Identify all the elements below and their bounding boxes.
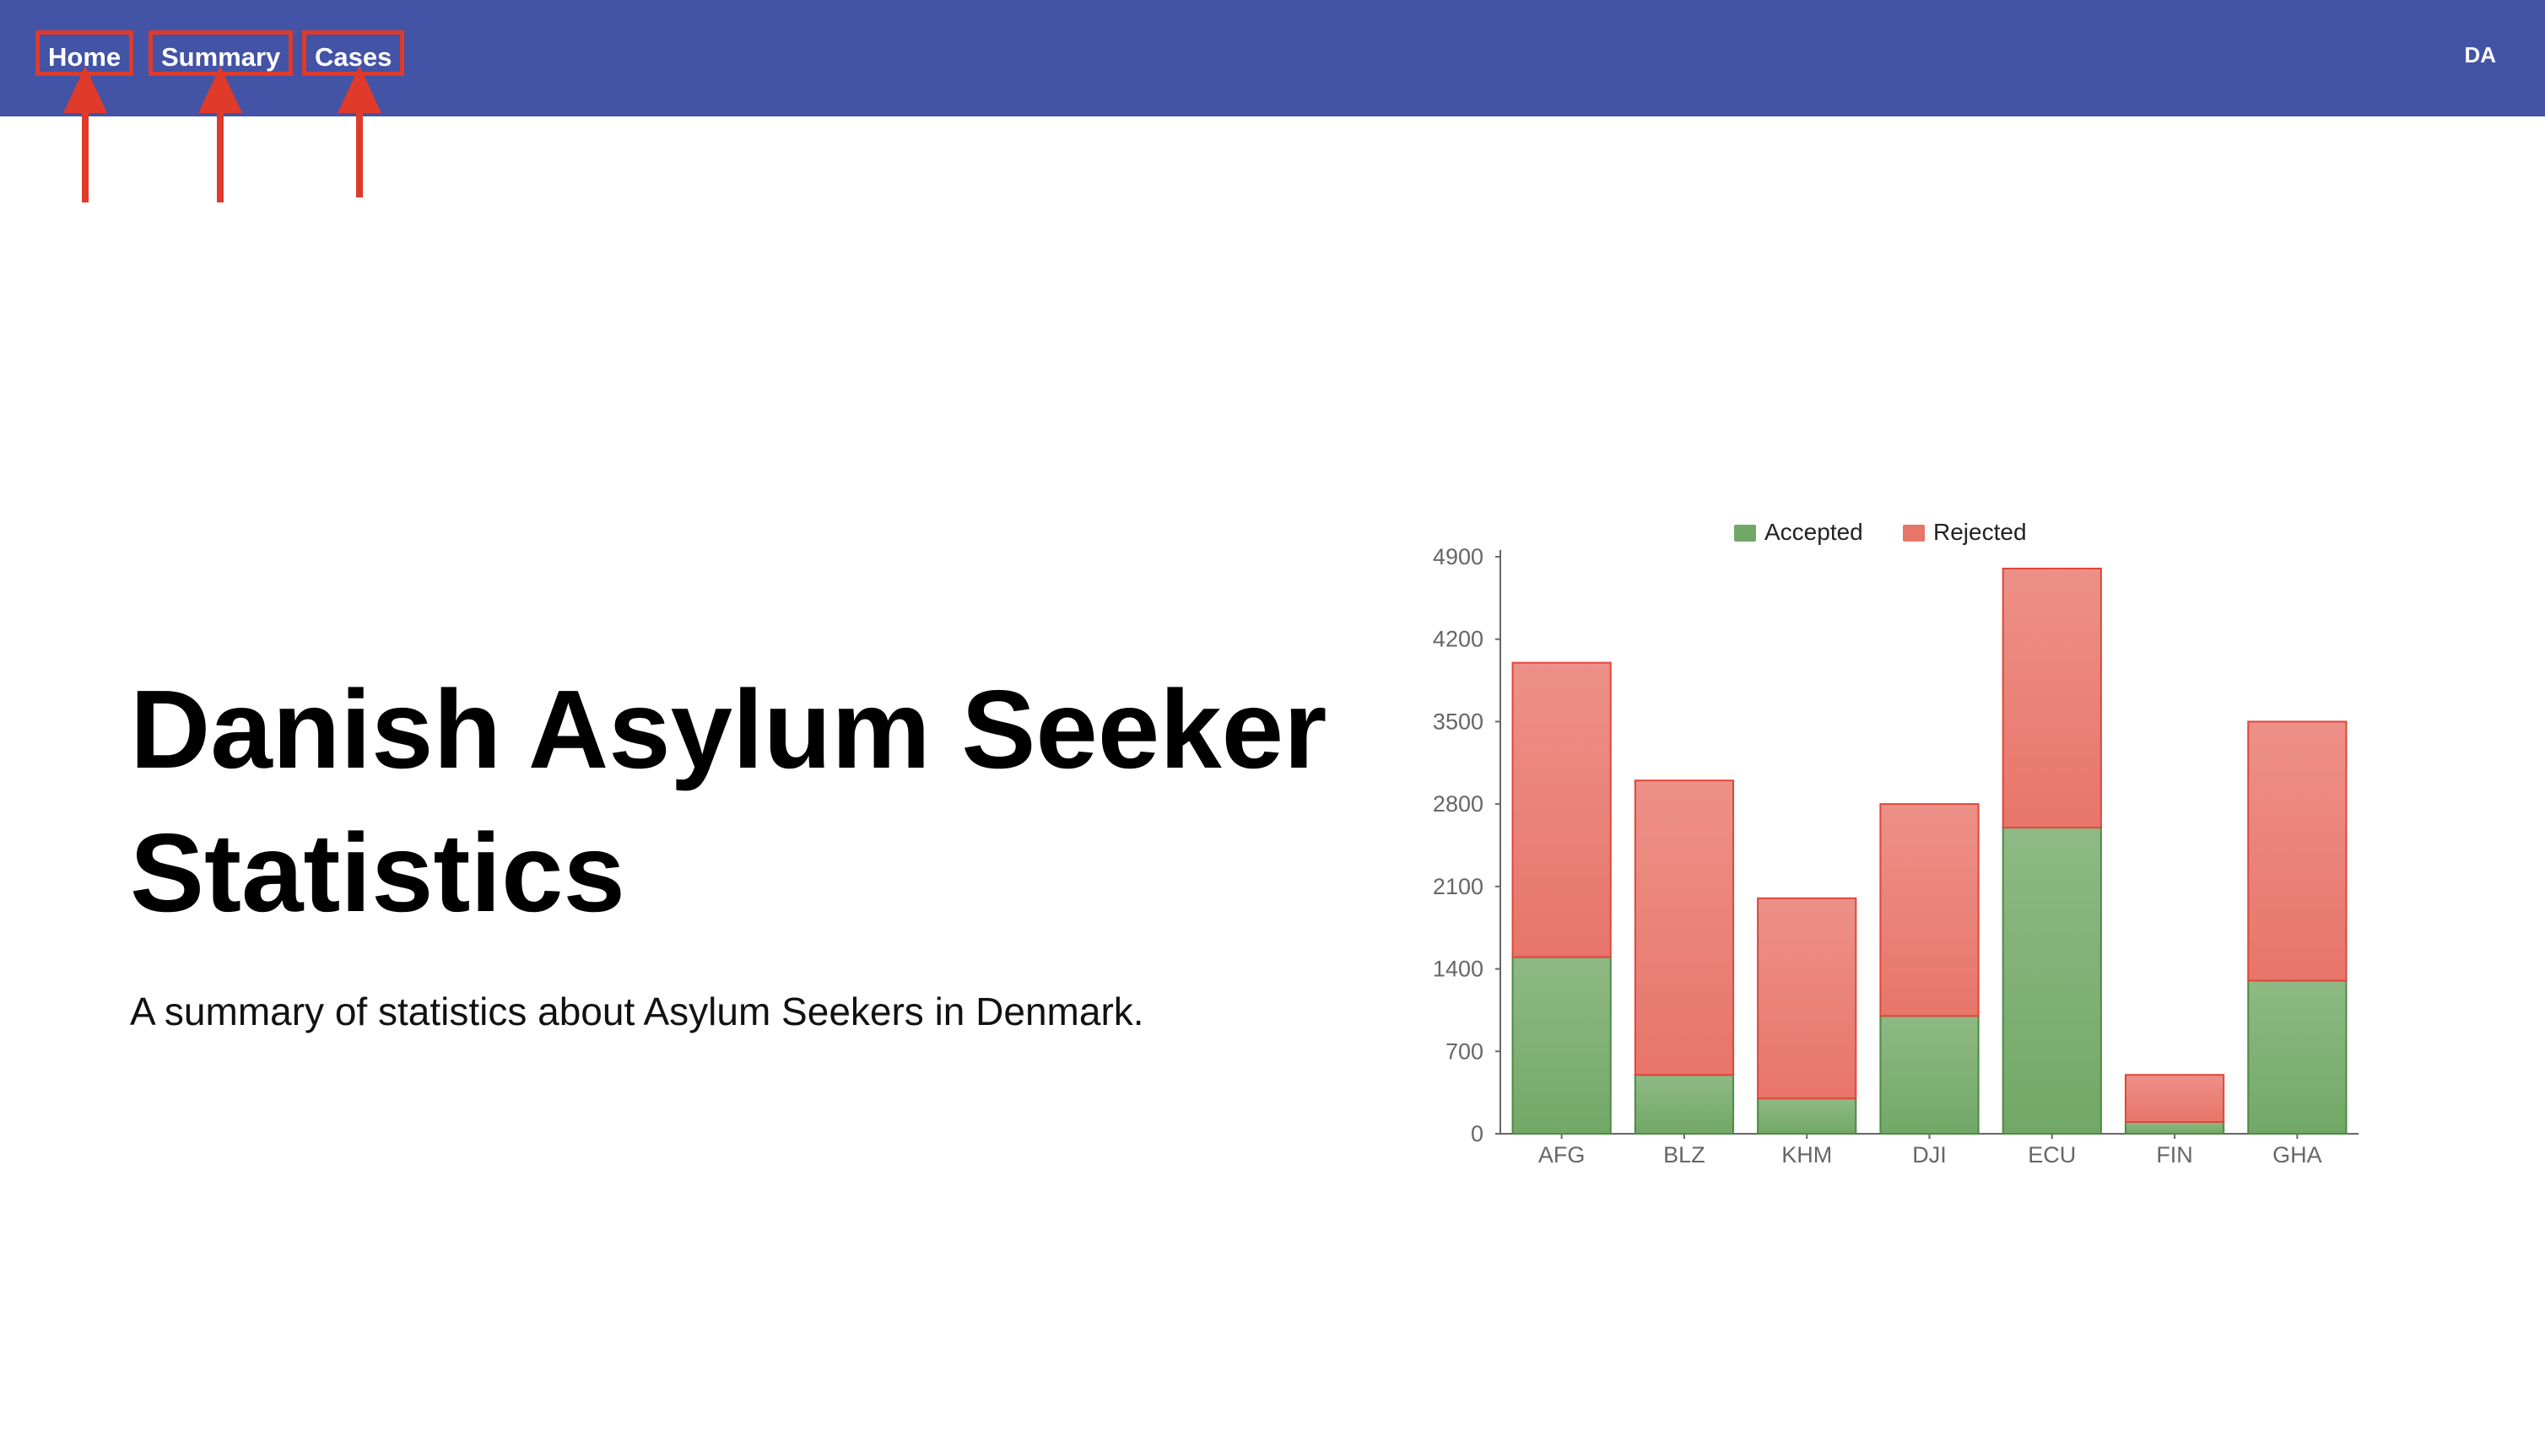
y-tick-label: 4200 [1433, 627, 1483, 652]
stacked-bar-chart: 0 700 1400 2100 2800 3500 4200 4900 AFG BLZ KHM DJI… [1384, 506, 2380, 1198]
x-tick-label: BLZ [1663, 1142, 1705, 1167]
bar-rejected-blz [1634, 779, 1735, 1076]
bar-accepted-afg [1511, 956, 1612, 1135]
bar-rejected-gha [2247, 720, 2348, 982]
nav-link-home[interactable]: Home [35, 30, 134, 76]
bar-accepted-gha [2247, 979, 2348, 1135]
x-tick-label: KHM [1781, 1142, 1832, 1167]
y-tick-label: 3500 [1433, 709, 1483, 734]
x-tick-label: ECU [2028, 1142, 2076, 1167]
bar-rejected-ecu [2002, 567, 2102, 829]
bar-accepted-khm [1757, 1097, 1857, 1135]
nav-link-summary[interactable]: Summary [149, 30, 294, 76]
y-tick-label: 700 [1445, 1038, 1483, 1064]
bar-rejected-afg [1511, 661, 1612, 958]
bar-accepted-fin [2124, 1121, 2225, 1135]
y-tick-label: 1400 [1433, 957, 1483, 982]
legend-label-accepted: Accepted [1764, 519, 1863, 545]
nav-link-cases[interactable]: Cases [302, 30, 405, 76]
page-subtitle: A summary of statistics about Asylum See… [130, 990, 1144, 1033]
x-tick-label: GHA [2272, 1142, 2322, 1167]
y-tick-label: 2100 [1433, 874, 1483, 899]
y-tick-label: 0 [1471, 1121, 1483, 1146]
y-tick-label: 2800 [1433, 791, 1483, 817]
bar-accepted-ecu [2002, 827, 2102, 1135]
x-tick-label: FIN [2156, 1142, 2193, 1167]
bar-rejected-fin [2124, 1074, 2225, 1124]
chart-svg: 0 700 1400 2100 2800 3500 4200 4900 AFG BLZ KHM DJI… [1433, 519, 2359, 1167]
x-tick-label: AFG [1538, 1142, 1586, 1167]
legend-swatch-accepted [1734, 525, 1756, 542]
legend-swatch-rejected [1903, 525, 1925, 542]
bar-rejected-dji [1879, 803, 1980, 1017]
bar-accepted-blz [1634, 1074, 1735, 1135]
page-title: Danish Asylum Seeker Statistics [130, 667, 1327, 935]
language-toggle[interactable]: DA [2464, 42, 2496, 67]
legend-label-rejected: Rejected [1933, 519, 2027, 545]
bar-accepted-dji [1879, 1015, 1980, 1135]
y-tick-label: 4900 [1433, 544, 1483, 569]
x-tick-label: DJI [1912, 1142, 1947, 1167]
bar-rejected-khm [1757, 897, 1857, 1100]
top-navbar: Home Summary Cases DA [0, 0, 2545, 116]
